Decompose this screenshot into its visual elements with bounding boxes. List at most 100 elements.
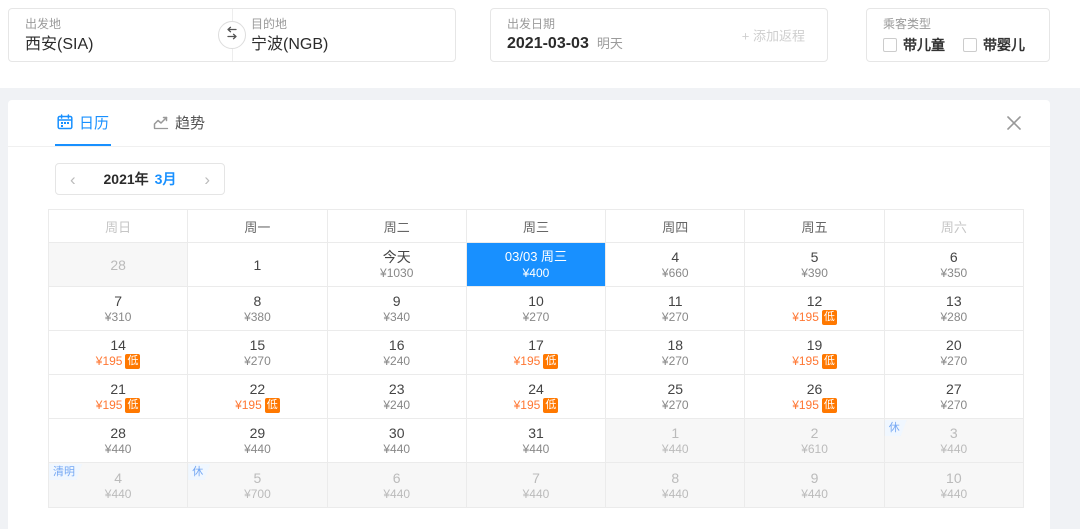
cell-price: ¥440 [940, 486, 968, 501]
cell-price: ¥195 低 [792, 310, 837, 325]
calendar-cell[interactable]: 4 ¥660 [606, 243, 746, 286]
calendar-cell[interactable]: 25 ¥270 [606, 375, 746, 418]
swap-arrows-icon [224, 26, 240, 45]
calendar-cell[interactable]: 20 ¥270 [884, 331, 1023, 374]
cell-price: ¥195 低 [792, 354, 837, 369]
cell-day: 7 [532, 469, 540, 486]
calendar-cell[interactable]: 9 ¥340 [327, 287, 467, 330]
calendar-cell[interactable]: 18 ¥270 [606, 331, 746, 374]
tab-trend-label: 趋势 [175, 114, 206, 132]
departure-field[interactable]: 出发地 西安(SIA) [9, 9, 229, 61]
tab-calendar[interactable]: 日历 [55, 100, 112, 146]
cell-day: 8 [253, 293, 262, 309]
with-child-option[interactable]: 带儿童 [883, 35, 945, 55]
cell-day: 23 [388, 381, 405, 397]
calendar-cell: 8 ¥440 [606, 463, 746, 507]
calendar-cell[interactable]: 10 ¥270 [466, 287, 607, 330]
calendar-cell[interactable]: 30 ¥440 [327, 419, 467, 462]
low-price-badge: 低 [543, 354, 559, 369]
cell-day: 27 [946, 381, 962, 397]
cell-day: 29 [249, 425, 266, 441]
calendar-cell[interactable]: 17 ¥195 低 [466, 331, 607, 374]
calendar-cell[interactable]: 22 ¥195 低 [188, 375, 328, 418]
calendar-cell[interactable]: 19 ¥195 低 [745, 331, 885, 374]
cell-price: ¥270 [661, 398, 689, 412]
calendar-cell: 7 ¥440 [466, 463, 607, 507]
with-infant-checkbox[interactable] [963, 38, 977, 52]
calendar-cell[interactable]: 12 ¥195 低 [745, 287, 885, 330]
weekday-header-row: 周日 周一 周二 周三 周四 周五 周六 [49, 210, 1023, 243]
cell-day: 5 [253, 469, 262, 486]
calendar-cell[interactable]: 29 ¥440 [188, 419, 328, 462]
cell-day: 3 [949, 425, 958, 441]
cell-price: ¥195 低 [513, 398, 559, 413]
calendar-week-row: 清明 4 ¥440 休 5 ¥700 6 ¥440 7 ¥440 8 ¥440 9 ¥440 10 ¥440 [49, 463, 1023, 507]
cell-day: 30 [388, 425, 405, 441]
holiday-badge: 休 [885, 420, 907, 436]
date-box[interactable]: 出发日期 2021-03-03 明天 + 添加返程 [490, 8, 828, 62]
calendar-cell[interactable]: 21 ¥195 低 [49, 375, 189, 418]
with-child-checkbox[interactable] [883, 38, 897, 52]
cell-price: ¥340 [383, 310, 411, 324]
calendar-cell[interactable]: 5 ¥390 [745, 243, 885, 286]
search-bar: 出发地 西安(SIA) 目的地 宁波(NGB) 出发日期 2021-03-03 … [0, 0, 1080, 88]
calendar-cell[interactable]: 26 ¥195 低 [745, 375, 885, 418]
calendar-cell[interactable]: 15 ¥270 [188, 331, 328, 374]
tab-trend[interactable]: 趋势 [151, 100, 207, 146]
cell-day: 2 [810, 425, 819, 441]
calendar-cell[interactable]: 27 ¥270 [884, 375, 1023, 418]
cell-price: ¥350 [940, 266, 968, 280]
date-hint: 明天 [596, 36, 623, 51]
weekday-header: 周二 [328, 210, 467, 242]
calendar-icon [57, 114, 73, 130]
holiday-badge: 休 [188, 464, 210, 480]
calendar-cell[interactable]: 8 ¥380 [188, 287, 328, 330]
calendar-cell[interactable]: 28 ¥440 [49, 419, 189, 462]
cell-day: 4 [114, 469, 123, 486]
calendar-cell-selected[interactable]: 03/03 周三 ¥400 [466, 243, 607, 286]
next-month-button[interactable]: › [204, 169, 210, 189]
cell-day: 26 [806, 381, 823, 397]
cell-price: ¥440 [383, 442, 411, 456]
cell-price: ¥195 低 [513, 354, 559, 369]
cell-price: ¥270 [940, 398, 968, 412]
cell-day: 28 [110, 425, 126, 441]
destination-field[interactable]: 目的地 宁波(NGB) [229, 9, 455, 61]
cell-day: 16 [388, 337, 405, 353]
calendar-cell[interactable]: 14 ¥195 低 [49, 331, 189, 374]
cell-day: 5 [810, 249, 819, 265]
calendar-cell[interactable]: 1 [188, 243, 328, 286]
calendar-cell[interactable]: 今天 ¥1030 [327, 243, 467, 286]
nav-year: 2021年 [103, 171, 149, 187]
cell-day: 14 [110, 337, 126, 353]
cell-price: ¥240 [383, 398, 411, 412]
cell-day: 9 [810, 469, 819, 486]
calendar-cell[interactable]: 23 ¥240 [327, 375, 467, 418]
departure-value[interactable]: 西安(SIA) [25, 36, 94, 53]
cell-price: ¥440 [801, 486, 828, 501]
calendar-week-row: 21 ¥195 低 22 ¥195 低 23 ¥240 24 ¥195 低 25 ¥270 26 ¥195 低… [49, 375, 1023, 419]
close-icon[interactable] [1004, 113, 1024, 133]
calendar-cell[interactable]: 7 ¥310 [49, 287, 189, 330]
swap-button[interactable] [218, 21, 246, 49]
calendar-cell[interactable]: 31 ¥440 [466, 419, 607, 462]
with-infant-option[interactable]: 带婴儿 [963, 35, 1025, 55]
calendar-cell[interactable]: 24 ¥195 低 [466, 375, 607, 418]
cell-price: ¥440 [522, 486, 550, 501]
calendar-cell[interactable]: 13 ¥280 [884, 287, 1023, 330]
passenger-box: 乘客类型 带儿童 带婴儿 [866, 8, 1050, 62]
cell-price: ¥440 [661, 486, 689, 501]
weekday-header: 周三 [467, 210, 607, 242]
destination-value[interactable]: 宁波(NGB) [251, 36, 329, 53]
prev-month-button[interactable]: ‹ [70, 169, 76, 189]
cell-day: 28 [110, 256, 126, 273]
calendar-cell[interactable]: 6 ¥350 [884, 243, 1023, 286]
calendar-cell[interactable]: 16 ¥240 [327, 331, 467, 374]
route-box: 出发地 西安(SIA) 目的地 宁波(NGB) [8, 8, 456, 62]
cell-day: 15 [249, 337, 266, 353]
departure-label: 出发地 [25, 17, 62, 31]
calendar-cell[interactable]: 11 ¥270 [606, 287, 746, 330]
add-return-button[interactable]: + 添加返程 [741, 28, 805, 44]
date-value[interactable]: 2021-03-03 [507, 35, 589, 52]
date-label: 出发日期 [507, 17, 556, 31]
